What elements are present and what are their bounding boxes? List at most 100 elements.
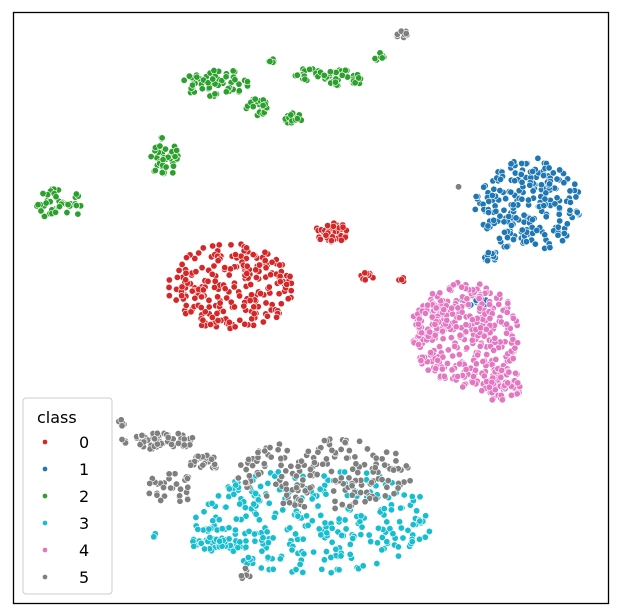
data-point-class-2: [306, 65, 314, 73]
data-point-class-1: [528, 216, 536, 224]
data-point-class-3: [321, 519, 329, 527]
data-point-class-0: [398, 276, 406, 284]
data-point-class-3: [296, 560, 304, 568]
data-point-class-2: [180, 76, 188, 84]
data-point-class-0: [247, 281, 255, 289]
data-point-class-5: [171, 470, 179, 478]
data-point-class-5: [283, 447, 291, 455]
data-point-class-5: [341, 439, 349, 447]
data-point-class-3: [264, 553, 272, 561]
data-point-class-5: [306, 471, 314, 479]
legend-box: [22, 397, 113, 595]
data-point-class-5: [242, 478, 250, 486]
data-point-class-4: [459, 383, 467, 391]
data-point-class-2: [371, 55, 379, 63]
data-point-class-0: [198, 264, 206, 272]
data-point-class-3: [380, 505, 388, 513]
data-point-class-1: [500, 206, 508, 214]
data-point-class-0: [267, 271, 275, 279]
data-point-class-5: [249, 462, 257, 470]
data-point-class-0: [182, 254, 190, 262]
data-point-class-0: [208, 270, 216, 278]
data-point-class-5: [260, 460, 268, 468]
data-point-class-2: [72, 202, 80, 210]
data-point-class-0: [361, 269, 369, 277]
data-point-class-4: [498, 366, 506, 374]
data-point-class-3: [269, 565, 277, 573]
data-point-class-5: [145, 489, 153, 497]
data-point-class-3: [241, 504, 249, 512]
data-point-class-4: [486, 301, 494, 309]
data-point-class-4: [472, 360, 480, 368]
data-point-class-1: [490, 216, 498, 224]
data-point-class-0: [268, 258, 276, 266]
data-point-class-5: [153, 429, 161, 437]
data-point-class-1: [503, 234, 511, 242]
data-point-class-0: [173, 273, 181, 281]
data-point-class-5: [151, 435, 159, 443]
data-point-class-3: [232, 481, 240, 489]
data-point-class-2: [229, 67, 237, 75]
data-point-class-1: [484, 249, 492, 257]
data-point-class-3: [190, 542, 198, 550]
data-point-class-0: [243, 244, 251, 252]
data-point-class-4: [424, 366, 432, 374]
data-point-class-1: [556, 217, 564, 225]
data-point-class-3: [397, 504, 405, 512]
data-point-class-5: [402, 462, 410, 470]
data-point-class-5: [361, 498, 369, 506]
data-point-class-3: [270, 513, 278, 521]
data-point-class-2: [259, 101, 267, 109]
data-point-class-1: [518, 195, 526, 203]
data-point-class-1: [541, 231, 549, 239]
data-point-class-1: [566, 187, 574, 195]
data-point-class-3: [225, 524, 233, 532]
data-point-class-4: [507, 391, 515, 399]
data-point-class-4: [486, 314, 494, 322]
data-point-class-3: [257, 564, 265, 572]
data-point-class-5: [314, 448, 322, 456]
data-point-class-0: [178, 283, 186, 291]
data-point-class-5: [184, 495, 192, 503]
data-point-class-2: [243, 78, 251, 86]
data-point-class-1: [496, 212, 504, 220]
data-point-class-2: [355, 74, 363, 82]
data-point-class-5: [277, 461, 285, 469]
data-point-class-4: [468, 336, 476, 344]
data-point-class-0: [188, 287, 196, 295]
data-point-class-5: [180, 435, 188, 443]
data-point-class-1: [554, 231, 562, 239]
data-point-class-1: [529, 187, 537, 195]
data-point-class-0: [214, 316, 222, 324]
data-point-class-1: [505, 212, 513, 220]
data-point-class-4: [454, 304, 462, 312]
data-point-class-5: [157, 496, 165, 504]
legend-marker-0: [42, 439, 48, 445]
data-point-class-4: [431, 320, 439, 328]
data-point-class-1: [507, 160, 515, 168]
data-point-class-3: [310, 548, 318, 556]
data-point-class-5: [402, 30, 410, 38]
data-point-class-3: [396, 518, 404, 526]
data-point-class-2: [301, 75, 309, 83]
legend-label-5: 5: [79, 568, 89, 587]
data-point-class-0: [265, 283, 273, 291]
legend-label-1: 1: [79, 460, 89, 479]
data-point-class-0: [227, 241, 235, 249]
data-point-class-5: [328, 446, 336, 454]
data-point-class-5: [168, 440, 176, 448]
data-point-class-0: [250, 310, 258, 318]
data-point-class-2: [231, 76, 239, 84]
data-point-class-2: [74, 210, 82, 218]
data-point-class-4: [458, 283, 466, 291]
data-point-class-3: [216, 537, 224, 545]
data-point-class-5: [118, 435, 126, 443]
data-point-class-0: [261, 257, 269, 265]
legend-marker-1: [42, 466, 48, 472]
data-point-class-5: [306, 465, 314, 473]
data-point-class-1: [485, 208, 493, 216]
data-point-class-1: [526, 181, 534, 189]
data-point-class-5: [345, 474, 353, 482]
data-point-class-4: [491, 334, 499, 342]
data-point-class-2: [162, 145, 170, 153]
